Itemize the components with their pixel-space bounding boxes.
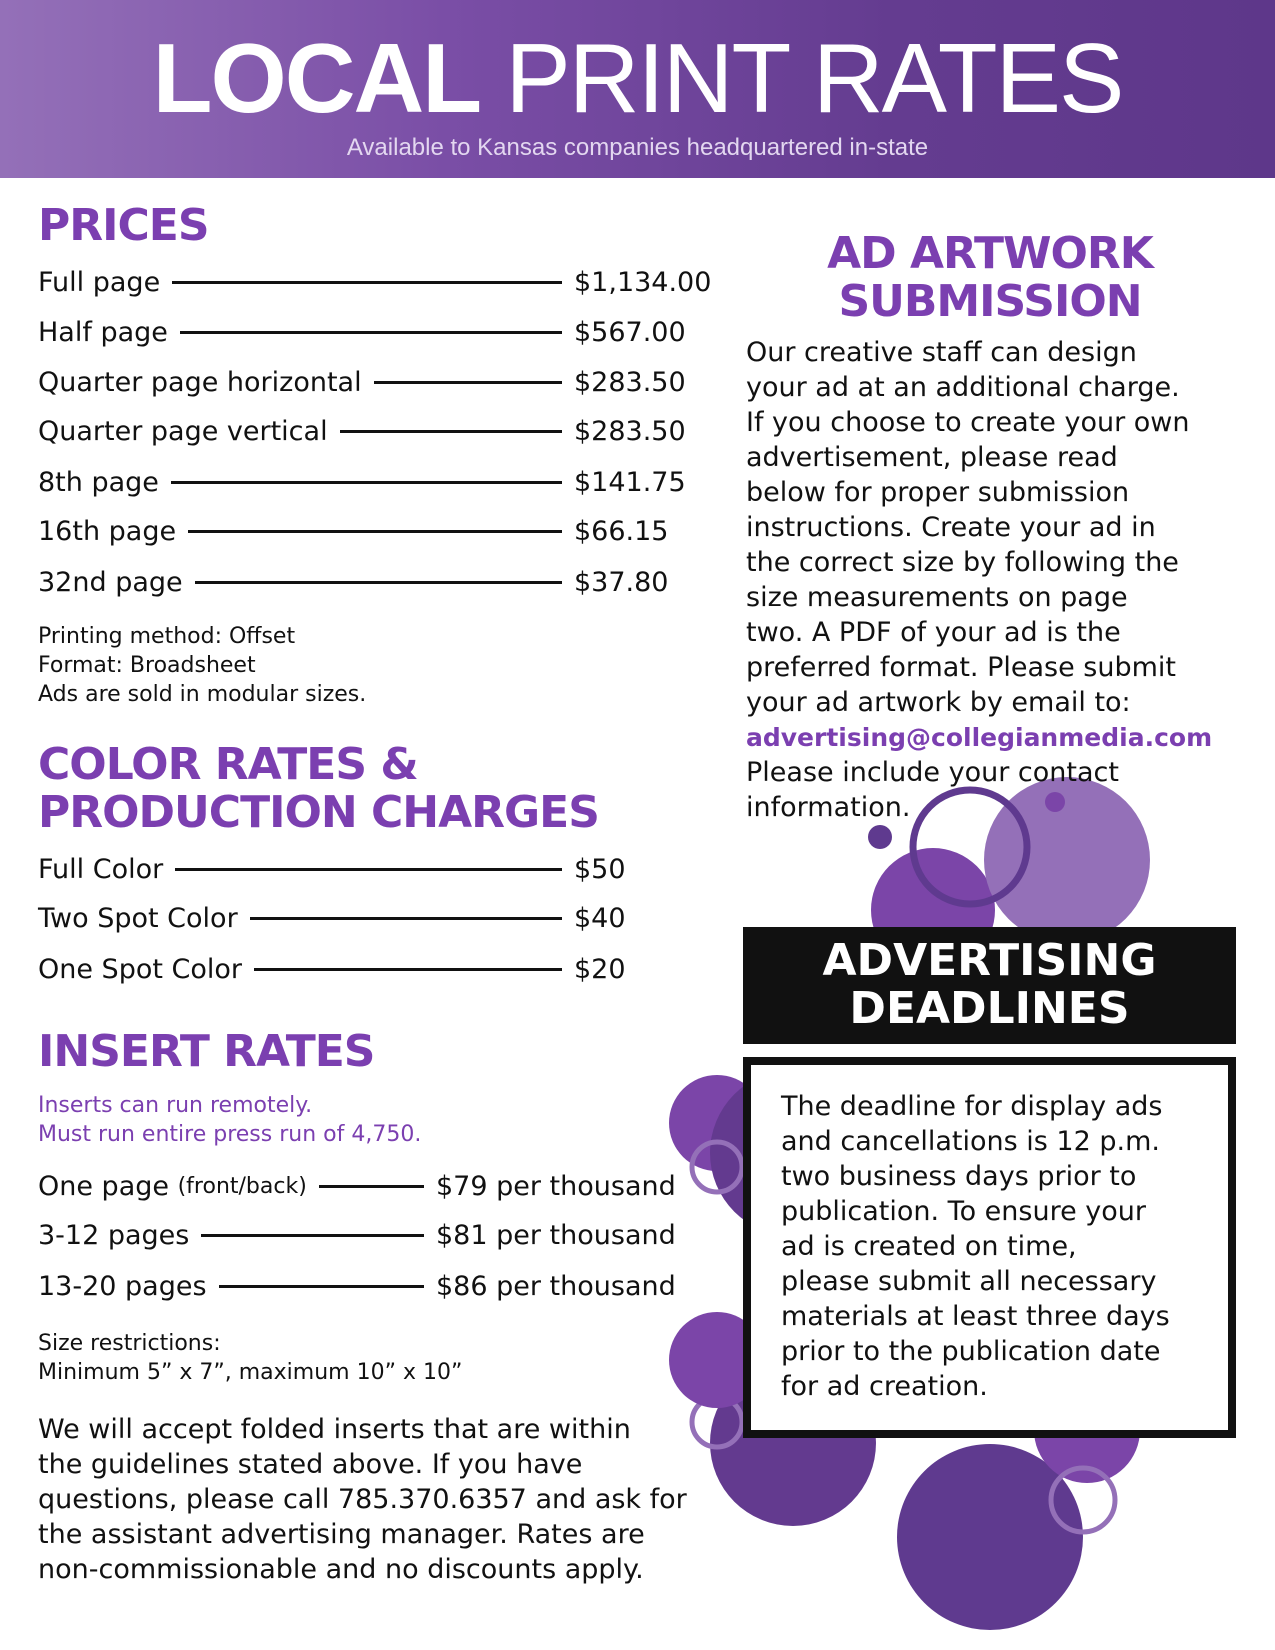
circle: [669, 1312, 765, 1408]
header-banner: [0, 0, 1275, 178]
page-title: LOCAL PRINT RATES: [0, 28, 1275, 128]
ring: [1048, 1465, 1118, 1535]
color-rates-heading: COLOR RATES & PRODUCTION CHARGES: [38, 739, 600, 838]
insert-notes: Inserts can run remotely. Must run entire…: [38, 1093, 422, 1147]
dot: [868, 825, 892, 849]
circle: [984, 777, 1150, 943]
insert-row: One page (front/back) $79 per thousand: [38, 1170, 676, 1202]
price-row: Full page $1,134.00: [38, 266, 712, 298]
circle: [897, 1444, 1083, 1630]
artwork-paragraph: Our creative staff can design your ad at …: [746, 337, 1213, 823]
insert-row: 13-20 pages $86 per thousand: [38, 1270, 676, 1302]
subtitle: Available to Kansas companies headquarte…: [346, 134, 929, 161]
title-bold: LOCAL: [152, 23, 482, 133]
ring: [909, 786, 1031, 908]
price-row: Half page $567.00: [38, 316, 686, 348]
artwork-heading: AD ARTWORK SUBMISSION: [827, 228, 1154, 327]
deadlines-heading: ADVERTISING DEADLINES: [743, 927, 1236, 1044]
prices-heading: PRICES: [38, 200, 210, 251]
insert-paragraph: We will accept folded inserts that are w…: [38, 1414, 687, 1585]
dot: [1045, 792, 1065, 812]
insert-row: 3-12 pages $81 per thousand: [38, 1219, 676, 1251]
color-row: Full Color $50: [38, 853, 626, 885]
color-row: Two Spot Color $40: [38, 902, 626, 934]
price-row: 32nd page $37.80: [38, 566, 669, 598]
print-notes: Printing method: Offset Format: Broadshee…: [38, 624, 367, 707]
color-row: One Spot Color $20: [38, 953, 626, 985]
email-link[interactable]: advertising@collegianmedia.com: [746, 723, 1213, 752]
price-row: 8th page $141.75: [38, 466, 686, 498]
insert-rates-heading: INSERT RATES: [38, 1026, 375, 1077]
deadlines-box: The deadline for display ads and cancella…: [743, 1057, 1236, 1438]
title-rest: PRINT RATES: [505, 23, 1124, 133]
price-row: Quarter page horizontal $283.50: [38, 366, 686, 398]
price-row: Quarter page vertical $283.50: [38, 415, 686, 447]
price-row: 16th page $66.15: [38, 515, 669, 547]
ring: [689, 1139, 745, 1195]
size-restrictions: Size restrictions: Minimum 5” x 7”, maxim…: [38, 1331, 463, 1385]
